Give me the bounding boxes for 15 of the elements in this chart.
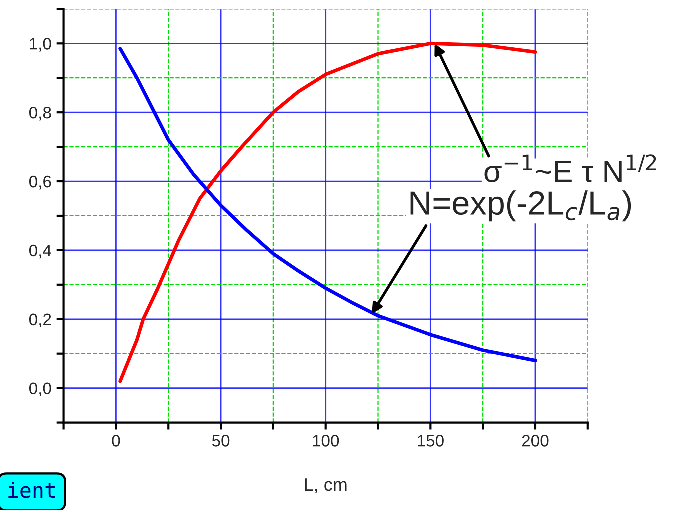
annotation: N=exp(-2L$_{c}$/L$_{a}$) xyxy=(410,190,632,222)
annotation: σ$^{−1}$~E τ N$^{1/2}$ xyxy=(484,154,656,183)
y-tick-label: 0,0 xyxy=(29,382,52,396)
x-tick-label: 50 xyxy=(212,435,230,447)
y-tick-label: 0,6 xyxy=(29,176,52,190)
y-tick-label: 0,4 xyxy=(29,244,52,259)
x-tick-label: 200 xyxy=(522,435,549,447)
text: ient xyxy=(8,482,55,498)
x-tick-label: 100 xyxy=(313,435,340,447)
x-tick-label: 150 xyxy=(418,435,444,447)
y-tick-label: 0,2 xyxy=(29,314,52,328)
y-tick-label: 1,0 xyxy=(30,38,52,52)
x-axis-title: L, cm xyxy=(305,478,347,494)
x-tick-label: 0 xyxy=(112,435,120,447)
y-tick-label: 0,8 xyxy=(29,106,52,121)
